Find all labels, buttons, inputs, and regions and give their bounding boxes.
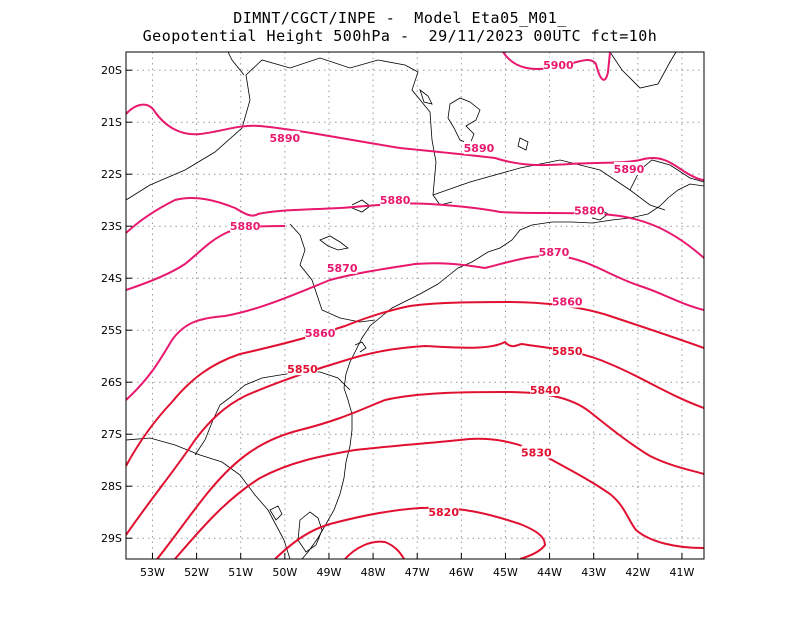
contour-line: [344, 540, 405, 559]
lat-tick-label: 24S: [101, 272, 122, 285]
map-frame: [125, 51, 705, 560]
contour-label: 5900: [543, 59, 574, 72]
contour-line: [274, 506, 547, 559]
lake-outline: [319, 235, 349, 251]
lat-tick-label: 26S: [101, 376, 122, 389]
border-line: [227, 52, 245, 76]
contour-label: 5880: [380, 194, 411, 207]
contour-label: 5830: [521, 446, 552, 459]
lat-tick-label: 27S: [101, 428, 122, 441]
lat-tick-label: 29S: [101, 532, 122, 545]
lat-tick-label: 23S: [101, 220, 122, 233]
border-line: [194, 395, 233, 456]
contour-label-bg: [530, 383, 561, 396]
contour-label: 5890: [270, 132, 301, 145]
map-title-line-1: DIMNT/CGCT/INPE - Model Eta05_M01_: [233, 9, 567, 27]
contour-line: [126, 254, 704, 401]
contour-line: [155, 390, 704, 559]
contour-label-bg: [327, 260, 358, 274]
contour-label: 5880: [574, 205, 605, 218]
contour-label-bg: [552, 294, 583, 308]
contour-label-bg: [538, 245, 569, 259]
lake-outline: [419, 88, 433, 105]
map-title-line-2: Geopotential Height 500hPa - 29/11/2023 …: [142, 27, 658, 45]
contour-label: 5850: [552, 345, 583, 358]
contour-line: [126, 225, 286, 291]
axis-ticks: 53W 52W 51W 50W 49W 48W 47W 46W 45W 44W 43W 42W 41W 2…: [101, 64, 694, 579]
lon-tick-label: 51W: [228, 566, 253, 579]
contour-line: [126, 340, 704, 536]
contour-label-bg: [428, 505, 459, 519]
lon-tick-label: 47W: [405, 566, 430, 579]
border-line: [432, 159, 666, 211]
lat-tick-label: 20S: [101, 64, 122, 77]
bay-outline: [354, 341, 367, 353]
contour-label-bg: [463, 141, 494, 155]
contour-line: [502, 52, 611, 81]
lon-tick-label: 49W: [317, 566, 342, 579]
contour-label: 5840: [530, 384, 561, 397]
lon-tick-label: 43W: [581, 566, 606, 579]
border-line: [609, 52, 677, 89]
contour-label-bg: [574, 203, 605, 217]
lat-tick-label: 21S: [101, 116, 122, 129]
contour-label-bg: [230, 219, 261, 233]
contour-label-bg: [380, 193, 411, 207]
lon-tick-label: 42W: [625, 566, 650, 579]
lon-tick-label: 52W: [184, 566, 209, 579]
contour-label-bg: [543, 58, 574, 71]
contour-label: 5850: [287, 363, 318, 376]
coastline-and-borders: [126, 52, 704, 559]
contour-label: 5890: [464, 142, 495, 155]
contour-line: [126, 197, 704, 259]
contour-labels: 5900 5890 5890 5890 5880 5880 5880 5870 5870 5860…: [230, 58, 645, 519]
lon-tick-label: 53W: [140, 566, 165, 579]
contour-label-bg: [269, 130, 300, 144]
lat-tick-label: 25S: [101, 324, 122, 337]
border-line: [126, 437, 291, 559]
lon-tick-label: 45W: [493, 566, 518, 579]
contour-label-bg: [552, 344, 583, 357]
contour-label-bg: [305, 325, 336, 339]
contour-label: 5820: [428, 506, 459, 519]
lon-tick-label: 41W: [670, 566, 695, 579]
contour-label: 5890: [614, 163, 645, 176]
contour-line: [126, 300, 704, 467]
lon-tick-label: 44W: [537, 566, 562, 579]
contour-label: 5870: [327, 262, 358, 275]
coastline: [301, 183, 704, 559]
contour-lines: [126, 52, 704, 559]
lon-tick-label: 48W: [361, 566, 386, 579]
contour-label-bg: [521, 445, 552, 459]
border-line: [289, 223, 376, 323]
lagoon-outline: [269, 505, 283, 521]
lon-tick-label: 50W: [272, 566, 297, 579]
lon-tick-label: 46W: [449, 566, 474, 579]
lagoon-outline: [297, 511, 323, 553]
lake-outline: [517, 137, 529, 151]
lat-tick-label: 28S: [101, 480, 122, 493]
contour-line: [174, 437, 704, 559]
contour-label-bg: [287, 362, 318, 376]
contour-label: 5860: [305, 327, 336, 340]
contour-line: [126, 103, 704, 181]
contour-label-bg: [613, 162, 644, 175]
lat-tick-label: 22S: [101, 168, 122, 181]
contour-label: 5860: [552, 296, 583, 309]
lake-outline: [447, 97, 481, 145]
border-line: [126, 57, 453, 206]
contour-label: 5870: [539, 246, 570, 259]
contour-label: 5880: [230, 220, 261, 233]
